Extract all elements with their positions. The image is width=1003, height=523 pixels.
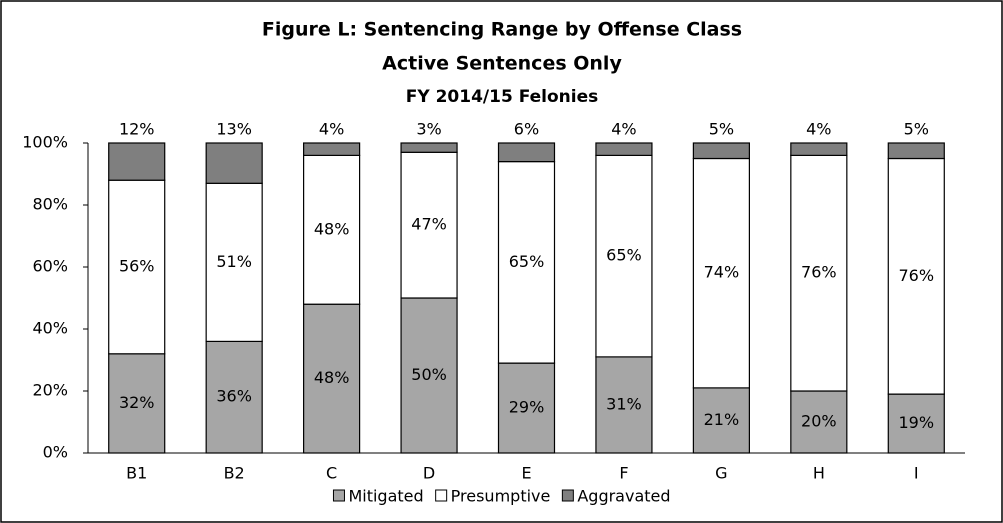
y-tick-label: 60% xyxy=(32,257,68,276)
bar-segment xyxy=(790,154,848,392)
data-label: 32% xyxy=(119,393,155,412)
x-tick-label: C xyxy=(326,464,337,483)
data-label: 12% xyxy=(119,120,155,139)
chart-title: Figure L: Sentencing Range by Offense Cl… xyxy=(262,19,742,41)
bar-segment xyxy=(497,142,556,163)
data-label: 4% xyxy=(319,120,344,139)
bar-segment xyxy=(205,340,263,454)
data-label: 21% xyxy=(704,410,740,429)
legend-label: Presumptive xyxy=(451,487,551,506)
bar-segment xyxy=(497,161,556,364)
x-tick-label: E xyxy=(521,464,531,483)
bar-segment xyxy=(595,356,653,454)
y-tick-label: 20% xyxy=(32,381,68,400)
bar-segment xyxy=(887,393,945,454)
data-label: 19% xyxy=(898,413,934,432)
bar-segment xyxy=(205,182,263,343)
data-label: 65% xyxy=(509,252,545,271)
y-tick-label: 80% xyxy=(32,195,68,214)
data-label: 29% xyxy=(509,398,545,417)
bar-segment xyxy=(887,142,945,160)
data-label: 48% xyxy=(314,368,350,387)
data-label: 5% xyxy=(709,120,734,139)
data-label: 20% xyxy=(801,412,837,431)
bar-segment xyxy=(400,142,458,153)
data-label: 3% xyxy=(416,120,441,139)
data-label: 4% xyxy=(806,120,831,139)
bar-segment xyxy=(108,142,166,181)
legend-swatch xyxy=(561,489,574,502)
data-label: 76% xyxy=(898,266,934,285)
data-label: 65% xyxy=(606,246,642,265)
legend-label: Mitigated xyxy=(348,487,423,506)
data-label: 50% xyxy=(411,365,447,384)
data-label: 5% xyxy=(904,120,929,139)
data-label: 56% xyxy=(119,257,155,276)
bar-segment xyxy=(790,142,848,156)
data-label: 31% xyxy=(606,394,642,413)
legend-swatch xyxy=(332,489,345,502)
y-tick-label: 0% xyxy=(43,443,68,462)
bar-segment xyxy=(108,353,166,454)
bar-segment xyxy=(595,142,653,156)
data-label: 6% xyxy=(514,120,539,139)
bar-segment xyxy=(887,157,945,395)
bar-segment xyxy=(303,142,361,156)
x-tick-label: G xyxy=(715,464,727,483)
data-label: 4% xyxy=(611,120,636,139)
bar-segment xyxy=(595,154,653,358)
data-label: 48% xyxy=(314,219,350,238)
bar-segment xyxy=(400,297,458,454)
bar-segment xyxy=(205,142,263,184)
x-tick-label: I xyxy=(914,464,919,483)
legend-label: Aggravated xyxy=(577,487,670,506)
x-tick-label: D xyxy=(423,464,435,483)
data-label: 13% xyxy=(216,120,252,139)
y-tick-label: 40% xyxy=(32,319,68,338)
bar-segment xyxy=(497,362,556,454)
x-tick-label: F xyxy=(619,464,628,483)
data-label: 47% xyxy=(411,215,447,234)
data-label: 51% xyxy=(216,252,252,271)
x-tick-label: H xyxy=(813,464,825,483)
data-label: 36% xyxy=(216,387,252,406)
legend-swatch xyxy=(435,489,448,502)
chart-subtitle: FY 2014/15 Felonies xyxy=(406,87,598,107)
bar-segment xyxy=(400,151,458,299)
bar-segment xyxy=(108,179,166,355)
x-tick-label: B1 xyxy=(126,464,147,483)
chart-subtitle: Active Sentences Only xyxy=(382,53,622,75)
y-tick-label: 100% xyxy=(22,133,68,152)
bar-segment xyxy=(692,142,750,160)
x-tick-label: B2 xyxy=(224,464,245,483)
data-label: 76% xyxy=(801,263,837,282)
data-label: 74% xyxy=(704,263,740,282)
